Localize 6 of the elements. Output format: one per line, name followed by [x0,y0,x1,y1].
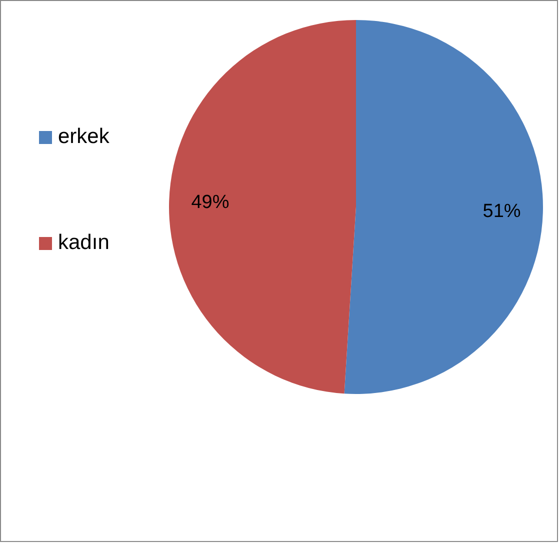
data-label: 49% [191,192,230,213]
pie-slice [169,20,356,394]
pie-slice [344,20,543,394]
data-label: 51% [482,201,521,222]
legend-label: erkek [58,125,110,149]
legend-label: kadın [58,231,110,255]
